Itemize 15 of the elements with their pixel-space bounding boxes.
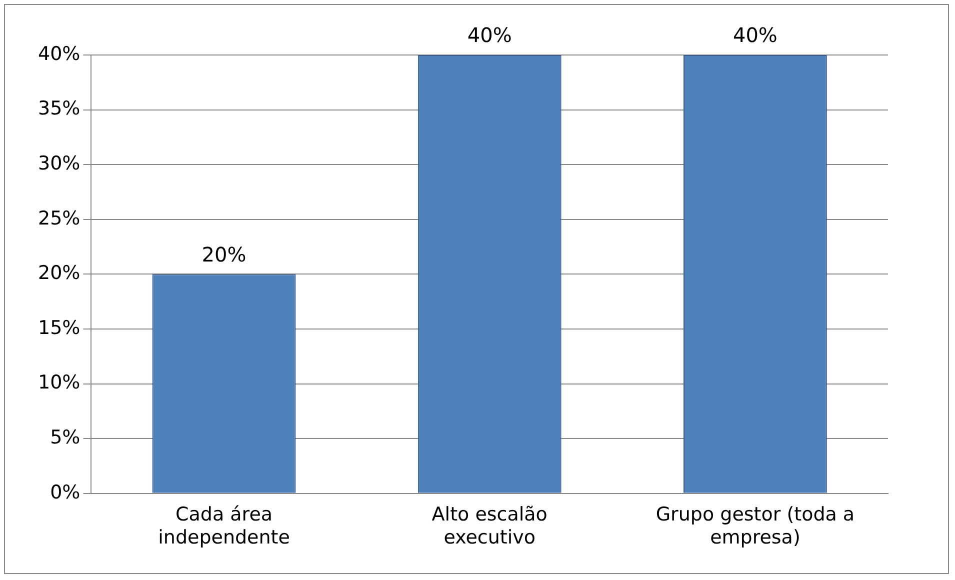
x-tick-label: Cada área independente [158, 504, 290, 549]
data-label: 20% [202, 242, 246, 266]
y-tick-label: 5% [50, 426, 80, 449]
y-tick-label: 25% [38, 207, 80, 230]
x-tick-label: Alto escalão executivo [432, 504, 548, 549]
y-tick-label: 35% [38, 98, 80, 120]
y-tick-label: 0% [50, 481, 80, 504]
y-tick-label: 40% [38, 42, 80, 65]
y-tick-label: 20% [38, 262, 80, 284]
y-tick-label: 10% [38, 372, 80, 394]
x-tick-label: Grupo gestor (toda a empresa) [656, 504, 855, 549]
y-tick-label: 15% [38, 316, 80, 339]
data-label: 40% [732, 23, 778, 48]
y-tick-label: 30% [38, 152, 80, 175]
data-label: 40% [467, 23, 512, 48]
